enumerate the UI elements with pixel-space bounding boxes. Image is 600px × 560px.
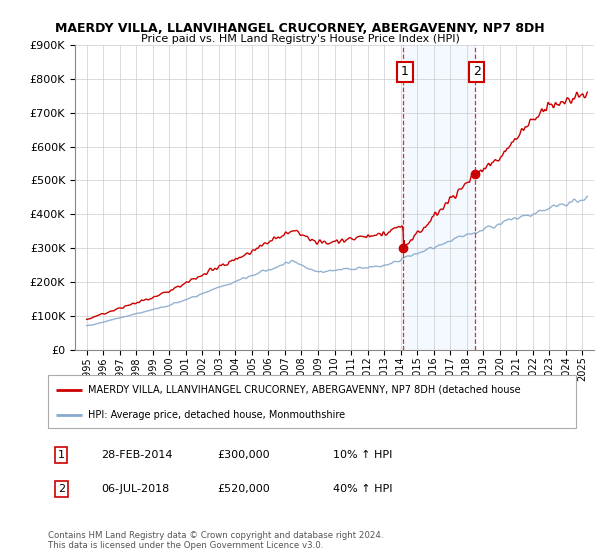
Text: MAERDY VILLA, LLANVIHANGEL CRUCORNEY, ABERGAVENNY, NP7 8DH (detached house: MAERDY VILLA, LLANVIHANGEL CRUCORNEY, AB… [88,385,520,395]
Text: 40% ↑ HPI: 40% ↑ HPI [333,484,392,494]
Text: £300,000: £300,000 [217,450,269,460]
Text: £520,000: £520,000 [217,484,270,494]
Text: 2: 2 [58,484,65,494]
Text: MAERDY VILLA, LLANVIHANGEL CRUCORNEY, ABERGAVENNY, NP7 8DH: MAERDY VILLA, LLANVIHANGEL CRUCORNEY, AB… [55,22,545,35]
Bar [403,45,475,350]
Text: 2: 2 [473,66,481,78]
Text: Price paid vs. HM Land Registry's House Price Index (HPI): Price paid vs. HM Land Registry's House … [140,34,460,44]
Text: 1: 1 [401,66,409,78]
Text: 1: 1 [58,450,65,460]
Text: 10% ↑ HPI: 10% ↑ HPI [333,450,392,460]
FancyBboxPatch shape [48,375,576,428]
Text: Contains HM Land Registry data © Crown copyright and database right 2024.
This d: Contains HM Land Registry data © Crown c… [48,531,383,550]
Text: 06-JUL-2018: 06-JUL-2018 [101,484,169,494]
Text: 28-FEB-2014: 28-FEB-2014 [101,450,172,460]
Text: HPI: Average price, detached house, Monmouthshire: HPI: Average price, detached house, Monm… [88,410,345,420]
